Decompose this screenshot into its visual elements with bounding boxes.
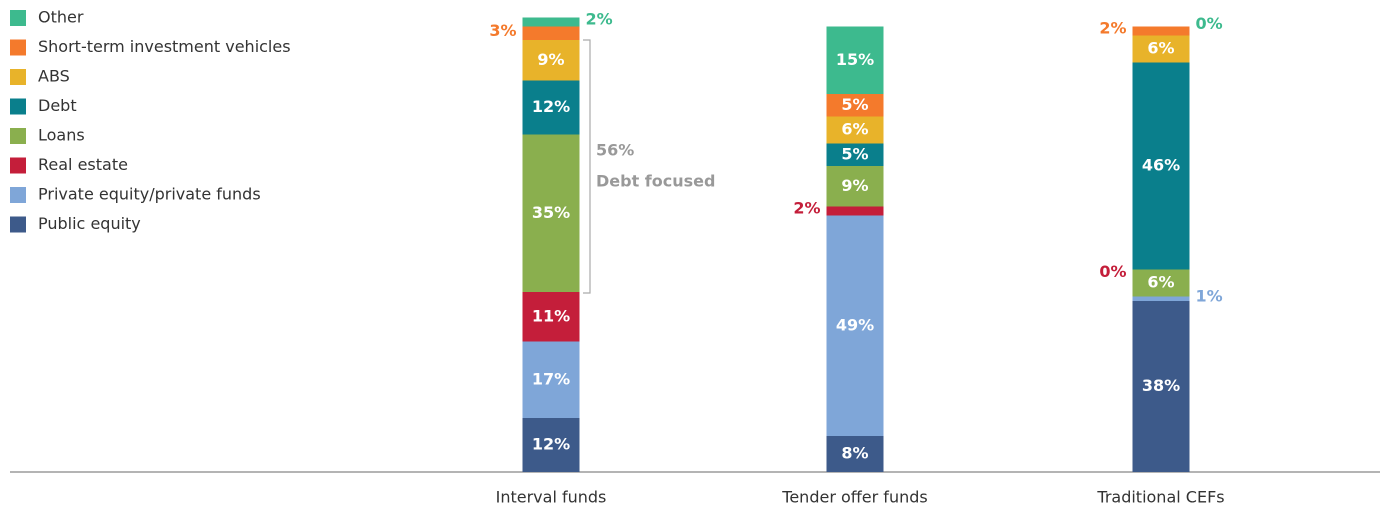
data-label: 12% [532,435,570,454]
legend-label: Real estate [38,155,128,174]
bar-segment [1132,26,1190,36]
data-label: 6% [1147,39,1174,58]
x-tick-label: Interval funds [496,488,607,507]
bar-segment [826,206,884,216]
data-label: 35% [532,203,570,222]
bar-segment [1132,301,1190,472]
legend-swatch [10,216,26,233]
data-label: 17% [532,369,570,388]
legend-swatch [10,157,26,174]
bar-segment [826,94,884,117]
data-label: 9% [841,176,868,195]
annotation: Debt focused [596,172,715,191]
bar-segment [826,26,884,94]
data-label: 0% [1099,262,1126,281]
legend-label: Loans [38,126,85,145]
legend-swatch [10,98,26,115]
data-label: 5% [841,144,868,163]
bar-segment [522,292,580,342]
data-label: 2% [1099,19,1126,38]
data-label: 6% [1147,273,1174,292]
data-label: 6% [841,120,868,139]
bar-segment [826,436,884,472]
data-label: 9% [537,50,564,69]
legend-label: Debt [38,96,77,115]
data-label: 0% [1196,14,1223,33]
bar-segment [826,116,884,144]
legend-label: ABS [38,67,70,86]
data-label: 46% [1142,156,1180,175]
bar-segment [522,134,580,292]
bar-segment [826,215,884,436]
bar-segment [1132,35,1190,63]
legend-swatch [10,128,26,144]
bar-segment [826,166,884,207]
data-label: 2% [586,10,613,29]
data-label: 12% [532,97,570,116]
bar-segment [522,40,580,81]
bracket [583,39,591,294]
bar-segment [1132,296,1190,301]
data-label: 5% [841,95,868,114]
legend-label: Other [38,8,84,27]
legend-swatch [10,69,26,85]
legend-swatch [10,187,26,203]
data-label: 15% [836,50,874,69]
data-label: 2% [793,199,820,218]
data-label: 11% [532,306,570,325]
bar-segment [522,418,580,472]
legend-swatch [10,10,26,26]
legend-swatch [10,39,26,56]
data-label: 38% [1142,376,1180,395]
legend-label: Private equity/private funds [38,185,261,204]
data-label: 3% [489,21,516,40]
x-tick-label: Traditional CEFs [1096,488,1224,507]
bar-segment [522,26,580,40]
data-label: 49% [836,315,874,334]
legend-label: Public equity [38,214,141,233]
legend-label: Short-term investment vehicles [38,37,291,56]
bar-segment [826,143,884,166]
bar-segment [522,341,580,418]
data-label: 1% [1196,286,1223,305]
x-tick-label: Tender offer funds [781,488,927,507]
data-label: 8% [841,444,868,463]
bar-segment [1132,269,1190,297]
bar-segment [522,80,580,135]
annotation: 56% [596,141,634,160]
bar-segment [522,17,580,27]
bar-segment [1132,62,1190,270]
